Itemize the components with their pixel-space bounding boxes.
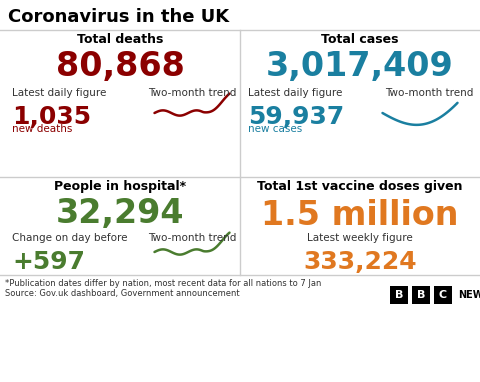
Text: Latest daily figure: Latest daily figure (12, 88, 107, 98)
Text: NEWS: NEWS (458, 290, 480, 300)
Text: Two-month trend: Two-month trend (148, 233, 236, 243)
Text: People in hospital*: People in hospital* (54, 180, 186, 193)
Text: 32,294: 32,294 (56, 197, 184, 230)
Text: Change on day before: Change on day before (12, 233, 128, 243)
Text: new deaths: new deaths (12, 124, 72, 134)
Text: 1.5 million: 1.5 million (261, 199, 459, 232)
Text: C: C (439, 290, 447, 300)
Text: Total deaths: Total deaths (77, 33, 163, 46)
Text: B: B (417, 290, 425, 300)
FancyBboxPatch shape (434, 286, 452, 304)
Text: new cases: new cases (248, 124, 302, 134)
Text: 1,035: 1,035 (12, 105, 91, 129)
Text: 3,017,409: 3,017,409 (266, 50, 454, 83)
FancyBboxPatch shape (412, 286, 430, 304)
Text: Two-month trend: Two-month trend (148, 88, 236, 98)
Text: *Publication dates differ by nation, most recent data for all nations to 7 Jan: *Publication dates differ by nation, mos… (5, 279, 322, 288)
Text: B: B (395, 290, 403, 300)
Text: 80,868: 80,868 (56, 50, 184, 83)
Text: Total 1st vaccine doses given: Total 1st vaccine doses given (257, 180, 463, 193)
Text: Source: Gov.uk dashboard, Government announcement: Source: Gov.uk dashboard, Government ann… (5, 289, 240, 298)
Text: Total cases: Total cases (321, 33, 399, 46)
FancyBboxPatch shape (390, 286, 408, 304)
Text: 333,224: 333,224 (303, 250, 417, 274)
Text: Latest daily figure: Latest daily figure (248, 88, 342, 98)
Text: Two-month trend: Two-month trend (385, 88, 473, 98)
Text: Latest weekly figure: Latest weekly figure (307, 233, 413, 243)
Text: Coronavirus in the UK: Coronavirus in the UK (8, 8, 229, 26)
Text: 59,937: 59,937 (248, 105, 344, 129)
Text: +597: +597 (12, 250, 85, 274)
